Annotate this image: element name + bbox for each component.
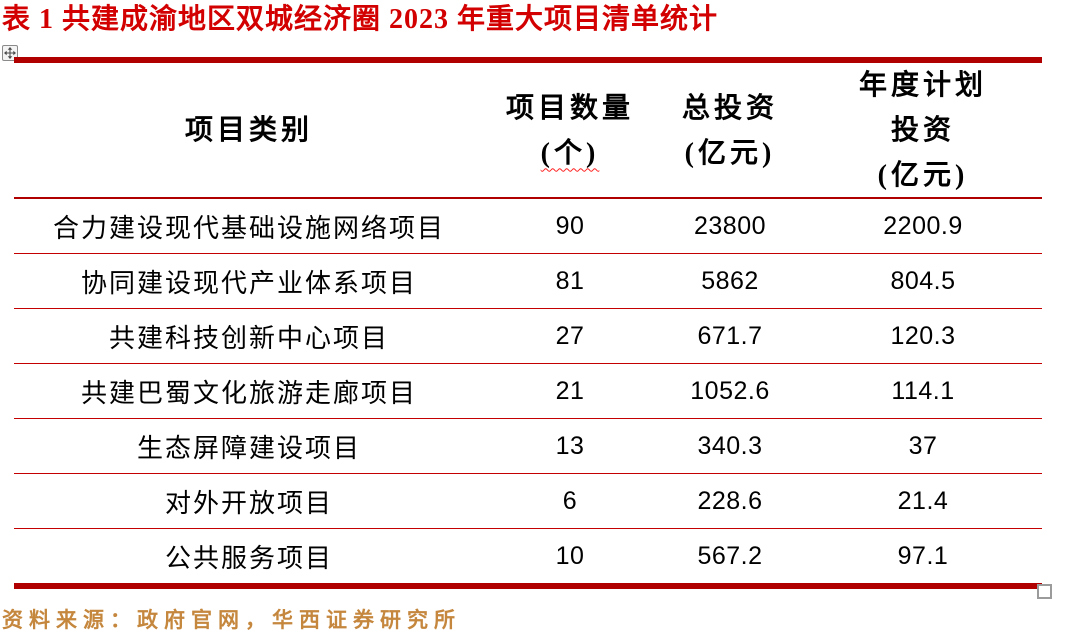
cell-category: 合力建设现代基础设施网络项目 — [52, 213, 445, 243]
cell-annual-investment: 114.1 — [891, 376, 955, 405]
cell-category: 共建科技创新中心项目 — [108, 323, 389, 353]
cell-category: 对外开放项目 — [164, 488, 333, 518]
cell-annual-investment: 37 — [908, 431, 938, 460]
table-row: 生态屏障建设项目 13 340.3 37 — [14, 419, 1042, 474]
header-line: 投资 — [890, 115, 955, 146]
cell-category: 协同建设现代产业体系项目 — [80, 268, 417, 298]
cell-count: 81 — [555, 266, 585, 295]
cell-total-investment: 567.2 — [697, 541, 763, 570]
table-row: 合力建设现代基础设施网络项目 90 23800 2200.9 — [14, 199, 1042, 254]
header-project-category: 项目类别 — [14, 108, 484, 153]
header-line: 年度计划 — [858, 70, 987, 101]
header-line-unit: (个) — [484, 131, 656, 176]
cell-count: 27 — [555, 321, 585, 350]
table-row: 对外开放项目 6 228.6 21.4 — [14, 474, 1042, 529]
projects-table: 项目类别 项目数量 (个) 总投资 (亿元) 年度计划 投资 (亿元) 合力建设… — [14, 57, 1042, 589]
cell-count: 13 — [555, 431, 585, 460]
cell-count: 10 — [555, 541, 585, 570]
table-row: 共建巴蜀文化旅游走廊项目 21 1052.6 114.1 — [14, 364, 1042, 419]
source-note: 资料来源：政府官网，华西证券研究所 — [2, 608, 461, 632]
cell-annual-investment: 120.3 — [890, 321, 956, 350]
cell-total-investment: 1052.6 — [690, 376, 770, 405]
header-project-count: 项目数量 (个) — [484, 86, 656, 176]
table-row: 协同建设现代产业体系项目 81 5862 804.5 — [14, 254, 1042, 309]
cell-annual-investment: 2200.9 — [883, 211, 963, 240]
cell-category: 生态屏障建设项目 — [136, 433, 361, 463]
header-line: 项目类别 — [184, 115, 313, 146]
table-row: 公共服务项目 10 567.2 97.1 — [14, 529, 1042, 583]
cell-annual-investment: 21.4 — [897, 486, 949, 515]
cell-count: 6 — [562, 486, 578, 515]
header-total-investment: 总投资 (亿元) — [656, 86, 804, 176]
cell-total-investment: 671.7 — [697, 321, 763, 350]
cell-count: 21 — [555, 376, 585, 405]
cell-annual-investment: 97.1 — [897, 541, 949, 570]
header-line: 项目数量 — [505, 92, 634, 124]
table-header-row: 项目类别 项目数量 (个) 总投资 (亿元) 年度计划 投资 (亿元) — [14, 63, 1042, 199]
table-row: 共建科技创新中心项目 27 671.7 120.3 — [14, 309, 1042, 364]
cell-total-investment: 340.3 — [697, 431, 763, 460]
header-line-unit: (亿元) — [877, 160, 969, 191]
red-wavy-underline: (个) — [540, 137, 600, 169]
cell-category: 共建巴蜀文化旅游走廊项目 — [80, 378, 417, 408]
cell-annual-investment: 804.5 — [890, 266, 956, 295]
table-title: 表 1 共建成渝地区双城经济圈 2023 年重大项目清单统计 — [2, 4, 719, 35]
header-line-unit: (亿元) — [684, 137, 776, 169]
cell-count: 90 — [555, 211, 585, 240]
cell-total-investment: 23800 — [693, 211, 767, 240]
header-line: 总投资 — [681, 92, 778, 124]
table-resize-handle-icon[interactable] — [1037, 584, 1052, 599]
cell-category: 公共服务项目 — [164, 543, 333, 573]
cell-total-investment: 5862 — [701, 266, 759, 295]
cell-total-investment: 228.6 — [697, 486, 763, 515]
header-annual-planned-investment: 年度计划 投资 (亿元) — [804, 63, 1042, 198]
